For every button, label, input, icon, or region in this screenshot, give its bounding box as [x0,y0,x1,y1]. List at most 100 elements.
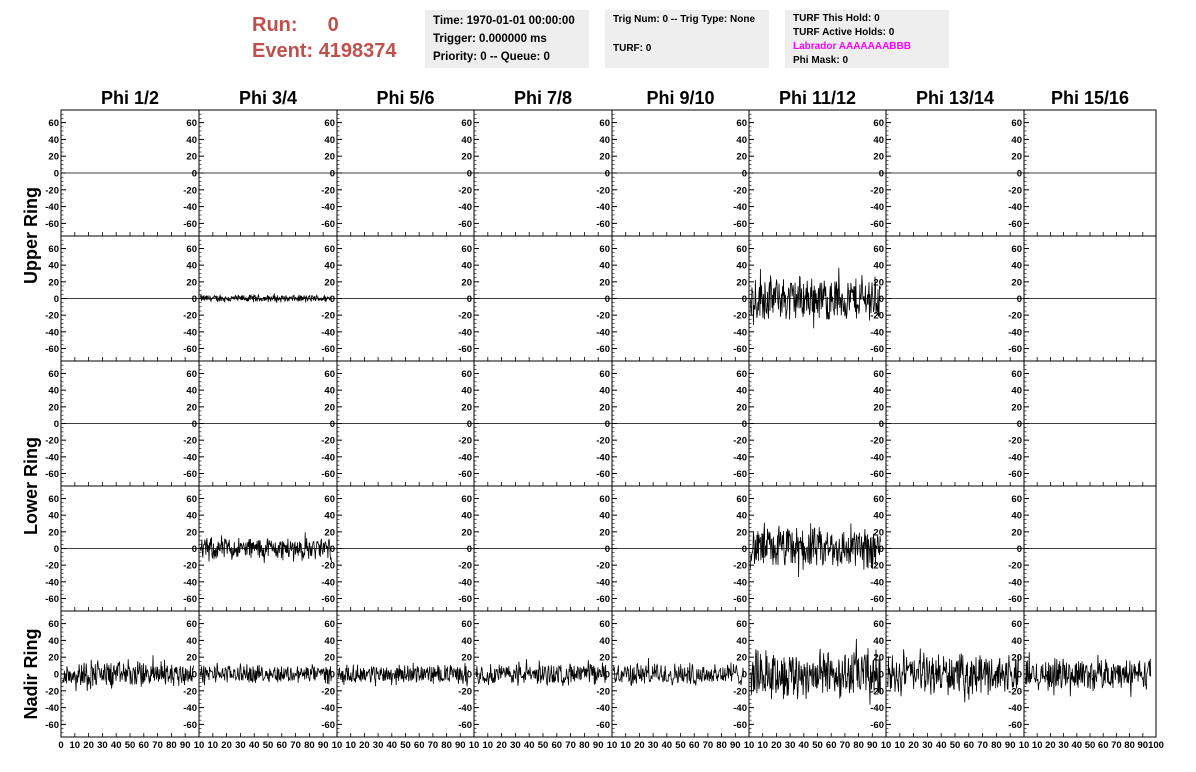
x-tick-label: 80 [991,740,1002,751]
column-title: Phi 13/14 [916,88,994,108]
event-value: 4198374 [318,40,397,62]
y-tick-label: 40 [599,511,610,522]
y-tick-label: -40 [733,202,747,213]
column-title: Phi 7/8 [514,88,572,108]
y-tick-label: -40 [45,327,59,338]
y-tick-label: -40 [321,577,335,588]
y-tick-label: -40 [733,452,747,463]
y-tick-label: -20 [870,185,884,196]
priority-text: Priority: 0 -- Queue: 0 [433,51,550,63]
y-tick-label: 40 [324,511,335,522]
y-tick-label: 0 [879,670,884,681]
y-tick-label: 40 [736,261,747,272]
x-tick-label: 40 [524,740,535,751]
y-tick-label: 0 [330,169,335,180]
y-tick-label: 20 [186,527,197,538]
x-tick-label: 70 [840,740,851,751]
y-tick-label: 40 [48,636,59,647]
y-tick-label: -40 [1008,202,1022,213]
x-tick-label: 60 [964,740,975,751]
waveform-line [750,638,881,705]
y-tick-label: 40 [324,386,335,397]
waveform-line [200,293,332,304]
y-tick-label: 0 [1017,419,1022,430]
y-tick-label: -40 [183,452,197,463]
x-tick-label: 10 [881,740,892,751]
y-tick-label: 60 [324,619,335,630]
x-tick-label: 10 [70,740,81,751]
y-tick-label: 60 [48,244,59,255]
y-tick-label: -20 [183,436,197,447]
y-tick-label: 40 [324,135,335,146]
y-tick-label: -20 [596,436,610,447]
x-tick-label: 30 [785,740,796,751]
y-tick-label: -60 [45,469,59,480]
y-tick-label: 40 [873,261,884,272]
x-tick-label: 60 [689,740,700,751]
y-tick-label: 20 [461,527,472,538]
y-tick-label: 0 [54,294,59,305]
y-tick-label: 20 [461,277,472,288]
x-tick-label: 80 [716,740,727,751]
x-tick-label: 40 [936,740,947,751]
y-tick-label: -20 [183,311,197,322]
y-tick-label: -20 [733,311,747,322]
y-tick-label: -40 [1008,577,1022,588]
y-tick-label: 60 [324,369,335,380]
y-tick-label: 40 [48,386,59,397]
y-tick-label: 20 [1011,402,1022,413]
y-tick-label: 40 [736,135,747,146]
y-tick-label: 60 [186,494,197,505]
y-tick-label: -40 [183,202,197,213]
run-label: Run: [252,14,298,36]
y-tick-label: 20 [736,277,747,288]
y-tick-label: -20 [458,185,472,196]
y-tick-label: -20 [458,686,472,697]
y-tick-label: 60 [324,494,335,505]
y-tick-label: -40 [458,577,472,588]
y-tick-label: 0 [742,544,747,555]
x-tick-label: 20 [359,740,370,751]
y-tick-label: -60 [183,594,197,605]
y-tick-label: -60 [596,720,610,731]
y-tick-label: -40 [183,327,197,338]
y-tick-label: 40 [1011,636,1022,647]
y-tick-label: -60 [596,219,610,230]
waveform-line [200,662,332,686]
waveform-line [613,657,744,686]
x-tick-label: 10 [1019,740,1030,751]
y-tick-label: -60 [870,344,884,355]
y-tick-label: -40 [1008,703,1022,714]
y-tick-label: 0 [742,419,747,430]
phi-mask-text: Phi Mask: 0 [793,55,849,66]
y-tick-label: 20 [48,527,59,538]
x-tick-label: 80 [166,740,177,751]
y-tick-label: 60 [599,619,610,630]
y-tick-label: 40 [599,386,610,397]
y-tick-label: 20 [873,152,884,163]
waveform-line [338,662,469,687]
x-tick-label: 50 [400,740,411,751]
y-tick-label: -60 [870,594,884,605]
x-tick-label: 70 [703,740,714,751]
y-tick-label: 40 [599,636,610,647]
labrador-text: Labrador AAAAAAABBB [793,41,911,52]
y-tick-label: 60 [48,494,59,505]
y-tick-label: 0 [879,294,884,305]
y-tick-label: -60 [45,219,59,230]
y-tick-label: 0 [742,294,747,305]
y-tick-label: -40 [596,202,610,213]
y-tick-label: -20 [45,561,59,572]
y-tick-label: -40 [458,202,472,213]
y-tick-label: 20 [599,653,610,664]
x-tick-label: 10 [1032,740,1043,751]
y-tick-label: -40 [45,202,59,213]
y-tick-label: 40 [873,636,884,647]
y-tick-label: 60 [1011,244,1022,255]
y-tick-label: 60 [1011,494,1022,505]
x-tick-label: 20 [496,740,507,751]
y-tick-label: 0 [54,169,59,180]
y-tick-label: -20 [733,561,747,572]
y-tick-label: 40 [48,135,59,146]
